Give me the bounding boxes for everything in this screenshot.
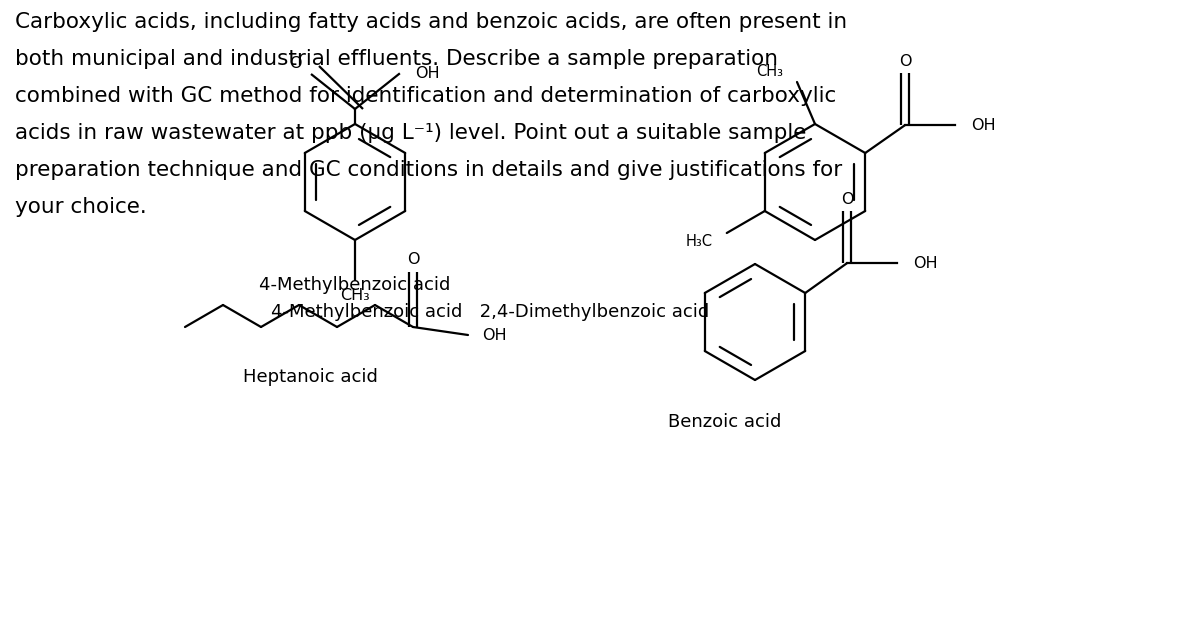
Text: O: O: [841, 191, 853, 207]
Text: O: O: [289, 56, 301, 71]
Text: CH₃: CH₃: [756, 64, 784, 80]
Text: preparation technique and GC conditions in details and give justifications for: preparation technique and GC conditions …: [14, 160, 842, 180]
Text: OH: OH: [913, 256, 938, 270]
Text: O: O: [407, 252, 419, 268]
Text: OH: OH: [482, 327, 506, 342]
Text: acids in raw wastewater at ppb (μg L⁻¹) level. Point out a suitable sample: acids in raw wastewater at ppb (μg L⁻¹) …: [14, 123, 806, 143]
Text: OH: OH: [971, 117, 996, 132]
Text: Carboxylic acids, including fatty acids and benzoic acids, are often present in: Carboxylic acids, including fatty acids …: [14, 12, 847, 32]
Text: combined with GC method for identification and determination of carboxylic: combined with GC method for identificati…: [14, 86, 836, 106]
Text: both municipal and industrial effluents. Describe a sample preparation: both municipal and industrial effluents.…: [14, 49, 778, 69]
Text: Heptanoic acid: Heptanoic acid: [242, 368, 378, 386]
Text: 4-Methylbenzoic acid: 4-Methylbenzoic acid: [259, 276, 451, 294]
Text: CH₃: CH₃: [340, 288, 370, 302]
Text: your choice.: your choice.: [14, 197, 146, 217]
Text: H₃C: H₃C: [685, 234, 713, 248]
Text: 4-Methylbenzoic acid   2,4-Dimethylbenzoic acid: 4-Methylbenzoic acid 2,4-Dimethylbenzoic…: [271, 303, 709, 321]
Text: OH: OH: [415, 67, 439, 82]
Text: O: O: [899, 53, 912, 69]
Text: Benzoic acid: Benzoic acid: [668, 413, 781, 431]
